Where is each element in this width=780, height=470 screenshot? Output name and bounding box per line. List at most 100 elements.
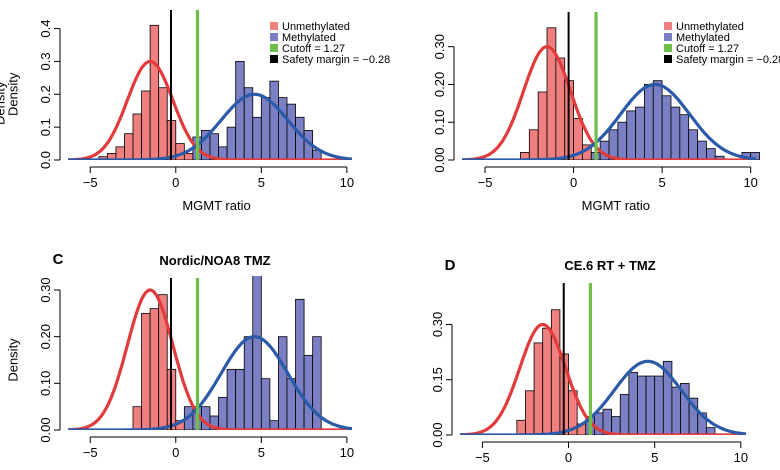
y-tick-label: 0.15 (430, 367, 445, 392)
methylated-bar (235, 61, 245, 160)
methylated-bar (278, 97, 288, 160)
methylated-bar (243, 87, 254, 160)
plot-area (67, 10, 353, 160)
unmethylated-bar (528, 129, 539, 160)
y-tick-label: 0.20 (38, 324, 53, 349)
panel-4: −5 0 5 10 0.00 0.15 0.30 D CE.6 RT + TMZ (430, 257, 748, 465)
legend-safety-margin-swatch (664, 55, 672, 63)
x-tick-label: 5 (258, 445, 265, 460)
y-tick-label: 0.10 (432, 110, 447, 135)
unmethylated-bar (537, 91, 548, 160)
methylated-bar (628, 371, 638, 435)
methylated-bar (226, 126, 237, 160)
legend-methylated-label: Methylated (676, 32, 730, 44)
x-tick-label: −5 (478, 175, 493, 190)
methylated-bar (661, 95, 672, 160)
methylated-bar (252, 276, 262, 430)
x-axis: −5 0 5 10 MGMT ratio (83, 166, 354, 213)
methylated-bar (260, 378, 271, 430)
methylated-bar (671, 386, 681, 435)
methylated-bar (226, 368, 237, 430)
legend-cutoff-label: Cutoff = 1.27 (676, 43, 739, 55)
methylated-bar (252, 116, 262, 160)
methylated-bar (688, 129, 698, 160)
methylated-bar (286, 103, 296, 160)
x-axis-title: MGMT ratio (582, 198, 650, 213)
x-tick-label: 10 (340, 445, 354, 460)
legend-cutoff-swatch (664, 44, 672, 52)
y-axis: 0.00 0.10 0.20 0.30 Density (0, 34, 455, 173)
methylated-bar (697, 140, 707, 160)
legend-safety-margin-label: Safety margin = −0.28 (282, 54, 390, 66)
y-axis-title: Density (6, 72, 21, 116)
methylated-bar (635, 106, 645, 160)
y-tick-label: 0.0 (38, 151, 53, 169)
y-axis: 0.00 0.15 0.30 (430, 312, 453, 448)
x-axis: −5 0 5 10 (83, 436, 354, 460)
x-tick-label: 0 (172, 175, 179, 190)
panel-letter: C (53, 251, 64, 268)
methylated-bar (611, 416, 621, 435)
legend-safety-margin-label: Safety margin = −0.28 (676, 54, 780, 66)
y-tick-label: 0.10 (38, 371, 53, 396)
methylated-bar (269, 80, 279, 160)
unmethylated-bar (141, 90, 151, 160)
x-tick-label: −5 (83, 445, 98, 460)
plot-area (460, 283, 747, 435)
unmethylated-bar (141, 312, 151, 430)
legend-unmethylated-swatch (664, 22, 672, 30)
methylated-bar (303, 354, 314, 430)
methylated-bar (626, 110, 636, 160)
x-tick-label: 0 (172, 445, 179, 460)
unmethylated-bar (158, 87, 168, 160)
legend-unmethylated-swatch (270, 22, 278, 30)
methylated-bar (260, 97, 271, 160)
legend-unmethylated-label: Unmethylated (676, 21, 744, 33)
x-tick-label: 5 (659, 175, 666, 190)
unmethylated-bar (542, 327, 552, 435)
panel-title: CE.6 RT + TMZ (564, 258, 655, 273)
unmethylated-bar (124, 133, 134, 160)
panel-1: −5 0 5 10 MGMT ratio 0.0 0.1 0.2 0.3 0.4 Density Un… (6, 10, 390, 213)
methylated-density-curve (460, 359, 747, 435)
methylated-bar (670, 106, 681, 160)
legend-unmethylated-label: Unmethylated (282, 21, 350, 33)
y-tick-label: 0.1 (38, 118, 53, 136)
x-tick-label: 10 (734, 450, 748, 465)
unmethylated-density-curve (67, 288, 352, 430)
x-tick-label: −5 (475, 450, 490, 465)
panel-letter: D (445, 257, 456, 274)
unmethylated-bar (516, 419, 526, 435)
methylated-bar (619, 394, 630, 435)
y-tick-label: 0.30 (432, 34, 447, 59)
methylated-density-curve (462, 82, 757, 160)
x-tick-label: 10 (743, 175, 757, 190)
y-axis-title: Density (0, 81, 8, 125)
unmethylated-bar (132, 113, 142, 160)
unmethylated-bar (158, 294, 168, 430)
unmethylated-density-curve (460, 322, 746, 435)
methylated-bar (295, 298, 305, 430)
panel-3: −5 0 5 10 0.00 0.10 0.20 0.30 Density C Nordic/NOA… (6, 251, 355, 460)
x-axis-title: MGMT ratio (182, 198, 250, 213)
y-tick-label: 0.00 (432, 147, 447, 172)
methylated-bar (714, 155, 725, 160)
methylated-bar (617, 121, 628, 160)
x-axis: −5 0 5 10 (475, 441, 748, 465)
methylated-bar (243, 336, 254, 430)
y-tick-label: 0.00 (38, 417, 53, 442)
panel-title: Nordic/NOA8 TMZ (159, 253, 270, 268)
unmethylated-density-curve (67, 59, 352, 160)
unmethylated-bar (183, 153, 194, 160)
legend-methylated-swatch (664, 33, 672, 41)
unmethylated-bar (550, 309, 561, 435)
x-tick-label: 0 (565, 450, 572, 465)
methylated-bar (679, 114, 690, 160)
methylated-bar (637, 375, 647, 435)
x-axis: −5 0 5 10 MGMT ratio (478, 166, 758, 213)
y-tick-label: 0.20 (432, 72, 447, 97)
methylated-bar (706, 148, 716, 160)
